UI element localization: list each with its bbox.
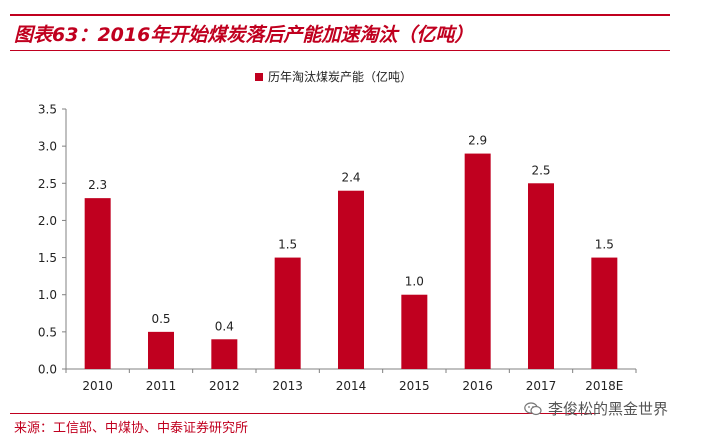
y-tick-label: 1.0 — [38, 288, 57, 302]
source-rule — [10, 413, 600, 414]
bar — [401, 294, 428, 369]
x-tick-label: 2016 — [462, 379, 493, 393]
x-tick-label: 2011 — [146, 379, 177, 393]
y-tick-label: 0.0 — [38, 363, 57, 377]
bar — [211, 339, 238, 369]
x-tick-label: 2017 — [526, 379, 557, 393]
bar — [338, 190, 364, 369]
y-tick-label: 2.0 — [38, 214, 57, 228]
data-label: 2.5 — [531, 163, 550, 177]
y-tick-label: 0.5 — [38, 325, 57, 339]
x-tick-label: 2018E — [585, 379, 623, 393]
bars — [84, 153, 618, 369]
y-tick-label: 3.5 — [38, 103, 57, 117]
bar — [528, 183, 554, 369]
legend: 历年淘汰煤炭产能（亿吨） — [255, 69, 412, 84]
bar — [591, 257, 618, 369]
legend-label: 历年淘汰煤炭产能（亿吨） — [268, 69, 412, 84]
data-label: 1.5 — [278, 238, 297, 252]
figure-title: 图表63：2016年开始煤炭落后产能加速淘汰（亿吨） — [14, 24, 474, 46]
watermark: 李俊松的黑金世界 — [524, 398, 668, 419]
bar — [464, 153, 491, 369]
data-label: 1.5 — [595, 238, 614, 252]
title-rule — [10, 50, 670, 51]
x-tick-label: 2015 — [399, 379, 430, 393]
data-label: 1.0 — [405, 275, 424, 289]
data-label: 2.4 — [341, 171, 360, 185]
y-tick-label: 2.5 — [38, 177, 57, 191]
bar — [148, 331, 174, 369]
x-tick-label: 2013 — [272, 379, 303, 393]
legend-swatch — [255, 73, 263, 81]
source-note: 来源：工信部、中煤协、中泰证券研究所 — [14, 421, 249, 436]
y-tick-label: 3.0 — [38, 140, 57, 154]
bar — [84, 198, 111, 369]
bar-chart: 历年淘汰煤炭产能（亿吨） 0.0 0.5 1.0 1.5 2.0 2.5 3.0 3.5 20… — [38, 69, 637, 393]
x-axis: 2010 2011 2012 2013 2014 2015 2016 2017 2018E — [65, 368, 637, 393]
bar — [274, 257, 301, 369]
data-label: 2.3 — [88, 178, 107, 192]
data-label: 0.4 — [215, 319, 234, 333]
x-tick-label: 2012 — [209, 379, 240, 393]
x-tick-label: 2014 — [336, 379, 367, 393]
x-tick-label: 2010 — [82, 379, 113, 393]
data-labels: 2.3 0.5 0.4 1.5 2.4 1.0 2.9 2.5 1.5 — [88, 134, 614, 334]
data-label: 0.5 — [151, 312, 170, 326]
top-rule — [10, 14, 670, 16]
data-label: 2.9 — [468, 134, 487, 148]
y-axis: 0.0 0.5 1.0 1.5 2.0 2.5 3.0 3.5 — [38, 103, 67, 377]
wechat-icon — [524, 401, 542, 415]
y-tick-label: 1.5 — [38, 251, 57, 265]
watermark-text: 李俊松的黑金世界 — [548, 400, 669, 418]
